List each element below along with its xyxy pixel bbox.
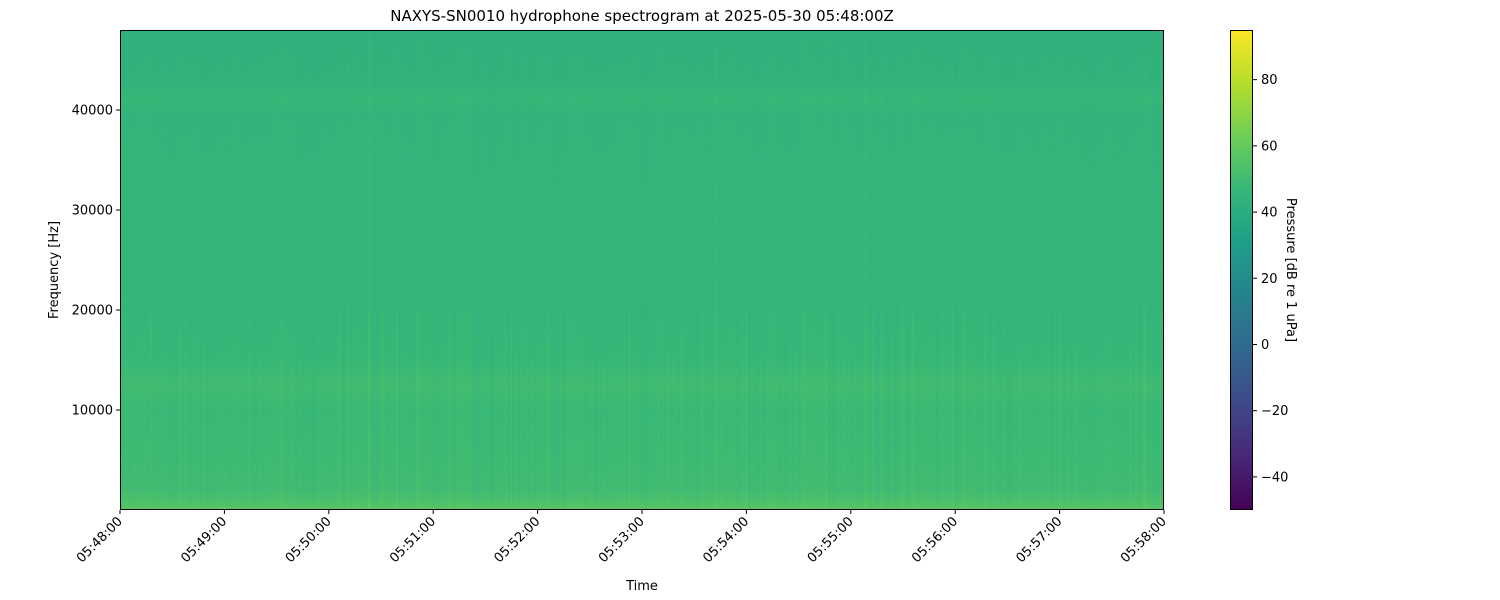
x-tick-label: 05:51:00 bbox=[387, 514, 439, 566]
x-tick-label: 05:53:00 bbox=[596, 514, 648, 566]
y-tick-label: 30000 bbox=[72, 204, 113, 219]
x-tick-label: 05:48:00 bbox=[74, 514, 126, 566]
colorbar-tick-label: 80 bbox=[1261, 73, 1278, 88]
y-tick-label: 20000 bbox=[72, 304, 113, 319]
x-tick-label: 05:58:00 bbox=[1118, 514, 1170, 566]
colorbar-tick-label: −40 bbox=[1261, 470, 1288, 485]
x-axis-label: Time bbox=[625, 579, 658, 594]
colorbar-tick-label: −20 bbox=[1261, 404, 1288, 419]
colorbar-label: Pressure [dB re 1 uPa] bbox=[1283, 198, 1298, 342]
colorbar-tick-label: 60 bbox=[1261, 139, 1278, 154]
x-tick-label: 05:56:00 bbox=[909, 514, 961, 566]
x-tick-label: 05:52:00 bbox=[492, 514, 544, 566]
x-tick-label: 05:49:00 bbox=[178, 514, 230, 566]
x-tick-label: 05:57:00 bbox=[1014, 514, 1066, 566]
x-tick-label: 05:54:00 bbox=[700, 514, 752, 566]
x-tick-label: 05:55:00 bbox=[805, 514, 857, 566]
colorbar-tick-label: 0 bbox=[1261, 338, 1269, 353]
y-tick-label: 10000 bbox=[72, 404, 113, 419]
colorbar bbox=[1230, 30, 1253, 510]
spectrogram-heatmap bbox=[120, 30, 1164, 510]
colorbar-tick-label: 20 bbox=[1261, 272, 1278, 287]
y-tick-label: 40000 bbox=[72, 104, 113, 119]
colorbar-frame bbox=[1230, 30, 1253, 510]
colorbar-tick-label: 40 bbox=[1261, 206, 1278, 221]
x-tick-label: 05:50:00 bbox=[283, 514, 335, 566]
plot-frame bbox=[120, 30, 1164, 510]
y-axis-label: Frequency [Hz] bbox=[47, 221, 62, 319]
chart-title: NAXYS-SN0010 hydrophone spectrogram at 2… bbox=[390, 7, 894, 25]
